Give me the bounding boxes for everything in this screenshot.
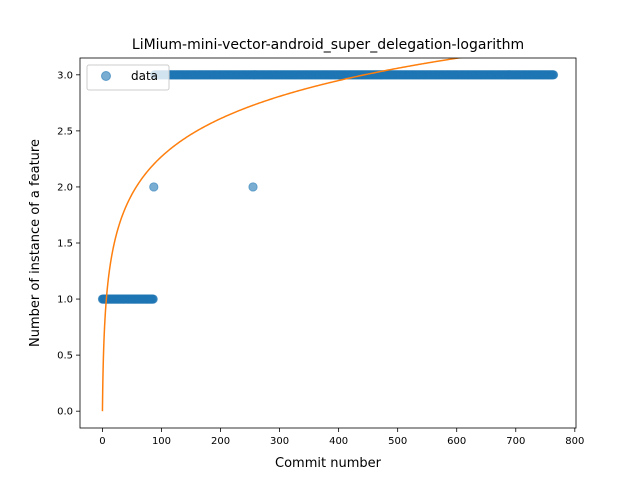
data-point: [248, 182, 258, 192]
data-point: [149, 182, 159, 192]
x-tick-label: 200: [211, 436, 230, 447]
legend: data: [86, 64, 170, 91]
x-tick-label: 500: [388, 436, 407, 447]
fit-line-layer: [101, 58, 464, 412]
y-tick-label: 1.5: [57, 239, 73, 250]
y-tick-label: 2.0: [57, 182, 73, 193]
legend-marker-data: [101, 71, 111, 81]
y-tick-label: 1.0: [57, 295, 73, 306]
x-tick-label: 800: [565, 436, 584, 447]
x-axis: 0 100 200 300 400 500 600 700 800: [99, 428, 584, 447]
chart-title: LiMium-mini-vector-android_super_delegat…: [132, 37, 524, 53]
fit-line: [101, 58, 464, 412]
data-point: [148, 294, 158, 304]
x-axis-label: Commit number: [275, 456, 382, 471]
x-tick-label: 600: [447, 436, 466, 447]
y-tick-label: 0.5: [57, 351, 73, 362]
y-axis-label: Number of instance of a feature: [28, 139, 43, 347]
x-tick-label: 300: [270, 436, 289, 447]
data-point: [548, 70, 559, 80]
x-tick-label: 700: [506, 436, 525, 447]
y-tick-label: 2.5: [57, 126, 73, 137]
y-tick-label: 3.0: [57, 70, 73, 81]
x-tick-label: 100: [152, 436, 171, 447]
x-tick-label: 0: [99, 436, 105, 447]
legend-label-data: data: [131, 69, 158, 83]
x-tick-label: 400: [329, 436, 348, 447]
y-axis: 0.0 0.5 1.0 1.5 2.0 2.5 3.0: [57, 70, 80, 418]
y-tick-label: 0.0: [57, 407, 73, 418]
